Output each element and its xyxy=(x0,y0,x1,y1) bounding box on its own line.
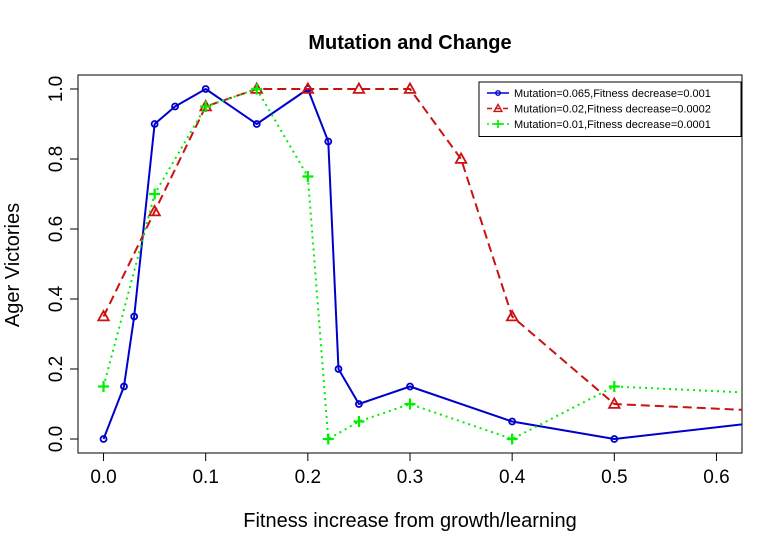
data-point xyxy=(98,381,110,392)
data-point xyxy=(130,312,139,321)
data-point xyxy=(608,381,620,392)
legend-label: Mutation=0.01,Fitness decrease=0.0001 xyxy=(514,119,711,131)
data-point xyxy=(150,120,159,128)
data-point xyxy=(506,433,518,445)
data-point xyxy=(353,416,365,427)
series-layer xyxy=(96,81,773,445)
y-tick-label: 0.6 xyxy=(46,216,67,242)
y-tick-label: 1.0 xyxy=(46,76,67,102)
data-point xyxy=(404,398,416,410)
data-point xyxy=(508,417,517,426)
y-tick-label: 0.4 xyxy=(46,285,67,312)
data-point xyxy=(765,419,771,425)
data-point xyxy=(201,85,210,93)
data-point xyxy=(403,81,417,94)
series-line xyxy=(102,88,742,440)
data-point xyxy=(120,382,128,391)
y-tick-label: 0.8 xyxy=(46,146,67,172)
series-3 xyxy=(98,83,773,445)
x-tick-label: 0.0 xyxy=(90,467,116,488)
data-point xyxy=(251,83,263,95)
legend-marker xyxy=(493,119,503,129)
data-point xyxy=(762,388,773,399)
data-point xyxy=(406,382,414,391)
x-tick-label: 0.3 xyxy=(397,467,423,488)
legend: Mutation=0.065,Fitness decrease=0.001 Mut… xyxy=(478,81,742,137)
data-point xyxy=(302,171,314,182)
data-point xyxy=(610,435,619,443)
data-point xyxy=(96,309,111,322)
data-point xyxy=(147,204,162,217)
y-tick-label: 0.0 xyxy=(46,426,67,452)
data-point xyxy=(252,120,261,128)
data-point xyxy=(355,400,363,408)
x-axis-label: Fitness increase from growth/learning xyxy=(243,510,576,532)
data-point xyxy=(607,396,622,409)
y-axis-label: Ager Victories xyxy=(2,203,24,327)
legend-label: Mutation=0.02,Fitness decrease=0.0002 xyxy=(514,104,711,116)
x-tick-label: 0.4 xyxy=(499,467,526,488)
data-point xyxy=(454,151,468,164)
legend-box xyxy=(478,81,742,137)
data-point xyxy=(149,188,161,200)
legend-label: Mutation=0.065,Fitness decrease=0.001 xyxy=(514,88,711,100)
data-point xyxy=(200,101,212,112)
data-point xyxy=(171,102,179,111)
x-tick-label: 0.6 xyxy=(703,467,729,488)
x-tick-label: 0.1 xyxy=(192,467,218,488)
data-point xyxy=(322,433,334,445)
data-point xyxy=(324,137,333,146)
y-tick-label: 0.2 xyxy=(46,356,67,382)
data-point xyxy=(505,309,519,322)
data-point xyxy=(301,81,315,94)
series-line xyxy=(102,88,742,440)
legend-marker xyxy=(492,102,504,113)
data-point xyxy=(352,81,366,94)
x-tick-label: 0.5 xyxy=(601,467,627,488)
axes: 0.0 0.1 0.2 0.3 0.4 0.5 0.6 0.0 0.2 0.4 0.6 0.8 1.0 xyxy=(46,76,730,488)
data-point xyxy=(762,406,772,415)
series-line xyxy=(102,88,742,411)
chart-title: Mutation and Change xyxy=(308,32,511,54)
legend-marker xyxy=(495,90,501,96)
data-point xyxy=(334,365,343,373)
data-point xyxy=(99,435,108,443)
x-tick-label: 0.2 xyxy=(295,467,321,488)
